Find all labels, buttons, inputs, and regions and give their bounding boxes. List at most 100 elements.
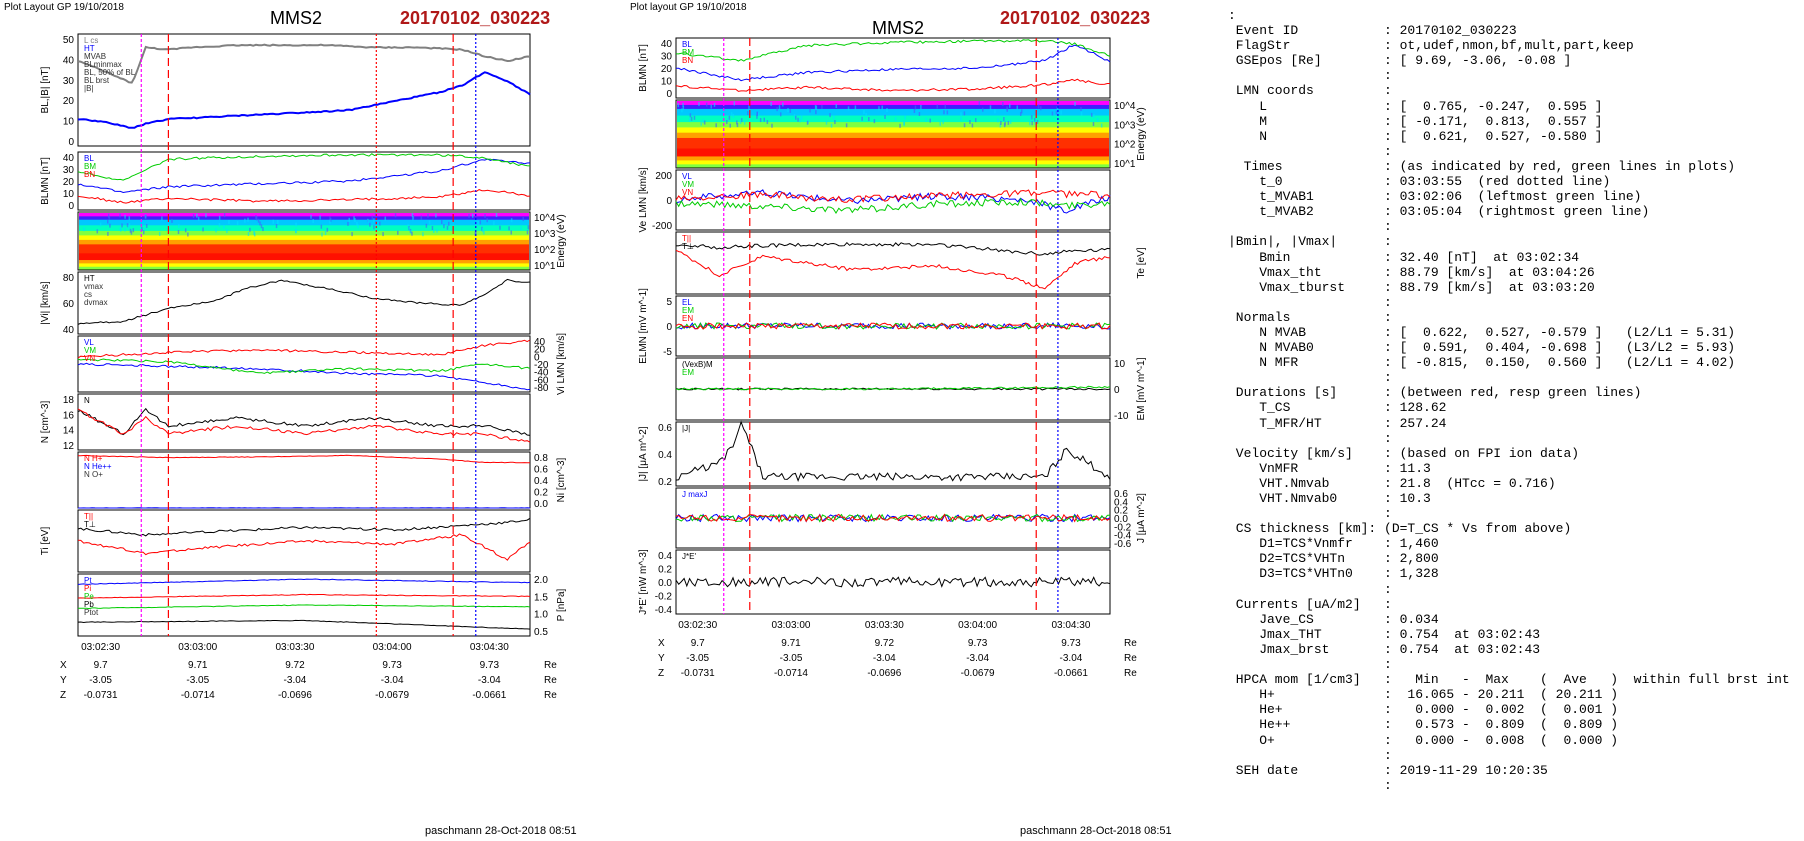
- spectrogram-speckle: [427, 213, 429, 218]
- spectrogram-speckle: [223, 224, 225, 229]
- y-tick-label: 20: [661, 64, 673, 75]
- spectrogram-speckle: [394, 213, 397, 218]
- left-spacecraft-label: MMS2: [270, 8, 323, 28]
- legend-entry: |J|: [682, 424, 690, 433]
- y-tick-label: -0.4: [655, 605, 673, 616]
- legend-entry: VM: [84, 346, 96, 355]
- position-unit: Re: [1124, 638, 1137, 649]
- info-line: N MVAB0 : [ 0.591, 0.404, -0.698 ] (L3/L…: [1228, 340, 1736, 356]
- info-line: Velocity [km/s] : (based on FPI ion data…: [1228, 445, 1580, 461]
- spectrogram-speckle: [356, 221, 358, 226]
- spectrogram-speckle: [835, 103, 838, 108]
- info-line: N MFR : [ -0.815, 0.150, 0.560 ] (L2/L1 …: [1228, 355, 1736, 371]
- series-t-: [675, 249, 1111, 290]
- y-tick-label: 10^3: [1114, 120, 1136, 131]
- spectrogram-speckle: [223, 213, 226, 218]
- spectrogram-speckle: [982, 107, 984, 112]
- panel-7: 0.60.40.20.0-0.2-0.4-0.6 J [μA m^-2] J max…: [675, 487, 1147, 550]
- spectrogram-speckle: [382, 232, 384, 237]
- y-tick-label: 10: [63, 189, 75, 200]
- spectrogram-speckle: [903, 121, 905, 126]
- panel-frame: [77, 211, 531, 271]
- legend-entry: J*E': [682, 552, 696, 561]
- y-tick-label: 18: [63, 395, 75, 406]
- spectrogram-speckle: [740, 118, 743, 123]
- panel-7: Ti [eV] T||T⊥: [40, 509, 531, 573]
- event-info-panel: : Event ID : 20170102_030223 FlagStr : o…: [1228, 8, 1798, 828]
- spectrogram-speckle: [478, 220, 480, 225]
- info-line: Jmax_brst : 0.754 at 03:02:43: [1228, 641, 1541, 657]
- y-axis-label: J [μA m^-2]: [1136, 493, 1147, 543]
- spectrogram-speckle: [698, 102, 700, 107]
- spectrogram-speckle: [759, 118, 762, 123]
- spectrogram-band: [677, 122, 1109, 128]
- position-value: -0.0661: [1054, 668, 1088, 679]
- info-line: :: [1228, 294, 1392, 310]
- spectrogram-speckle: [128, 216, 131, 221]
- position-value: -3.05: [780, 653, 803, 664]
- legend-entry: T||: [682, 234, 691, 243]
- spectrogram-speckle: [236, 221, 239, 226]
- right-plot-header: Plot layout GP 19/10/2018: [630, 2, 747, 13]
- y-tick-label: 0.4: [658, 551, 672, 562]
- spectrogram-speckle: [700, 121, 702, 126]
- spectrogram-speckle: [1036, 119, 1039, 124]
- spectrogram-speckle: [476, 220, 478, 225]
- spectrogram-speckle: [800, 115, 803, 120]
- spectrogram-speckle: [854, 105, 857, 110]
- spectrogram-speckle: [351, 232, 353, 237]
- spectrogram-speckle: [705, 102, 708, 107]
- series-vn: [675, 189, 1111, 203]
- spectrogram-speckle: [1092, 121, 1095, 126]
- spectrogram-speckle: [215, 228, 217, 233]
- series-jn: [675, 513, 1111, 523]
- position-value: 9.73: [480, 660, 500, 671]
- legend-entry: Pt: [84, 576, 92, 585]
- info-line: Vmax_tburst : 88.79 [km/s] at 03:03:20: [1228, 279, 1595, 295]
- panel-frame: [675, 169, 1111, 231]
- y-tick-label: 0.8: [534, 453, 548, 464]
- info-line: :: [1228, 370, 1392, 386]
- position-value: -3.04: [381, 675, 404, 686]
- panel-frame: [77, 509, 531, 573]
- position-value: -0.0696: [867, 668, 901, 679]
- spectrogram-speckle: [1029, 121, 1031, 126]
- info-line: :: [1228, 747, 1392, 763]
- info-line: VHT.Nmvab0 : 10.3: [1228, 491, 1431, 506]
- series-bl: [675, 44, 1111, 82]
- y-axis-label: |Vi| [km/s]: [40, 281, 51, 325]
- spectrogram-speckle: [373, 225, 375, 230]
- panel-frame: [77, 33, 531, 147]
- spectrogram-speckle: [319, 215, 321, 220]
- spectrogram-speckle: [142, 230, 145, 235]
- spectrogram-band: [677, 148, 1109, 157]
- spectrogram-band: [79, 213, 529, 217]
- spectrogram-band: [79, 235, 529, 241]
- y-tick-label: 0: [666, 322, 672, 333]
- spectrogram-speckle: [145, 214, 147, 219]
- spectrogram-speckle: [920, 105, 922, 110]
- spectrogram-speckle: [321, 232, 323, 237]
- spectrogram-speckle: [474, 231, 476, 236]
- position-row-label: Z: [658, 668, 664, 679]
- spectrogram-speckle: [260, 224, 263, 229]
- y-tick-label: 0.4: [1114, 497, 1128, 508]
- series-pt: [77, 578, 531, 585]
- y-tick-label: 40: [661, 39, 673, 50]
- spectrogram-speckle: [171, 218, 173, 223]
- spectrogram-speckle: [448, 221, 450, 226]
- y-tick-label: 0.4: [658, 450, 672, 461]
- time-tick-label: 03:04:30: [1051, 620, 1090, 631]
- legend-entry: BL, 50% of BL: [84, 68, 136, 77]
- y-tick-label: 1.0: [534, 610, 548, 621]
- position-unit: Re: [1124, 668, 1137, 679]
- y-axis-label: EM [mV m^-1]: [1136, 357, 1147, 420]
- panel-frame: [77, 151, 531, 211]
- series--j-: [675, 420, 1111, 483]
- legend-entry: Pi: [84, 584, 91, 593]
- spectrogram-speckle: [435, 213, 437, 218]
- y-tick-label: -0.2: [1114, 522, 1132, 533]
- legend-entry: BL brst: [84, 76, 110, 85]
- legend-entry: HT: [84, 274, 95, 283]
- spectrogram-band: [677, 127, 1109, 134]
